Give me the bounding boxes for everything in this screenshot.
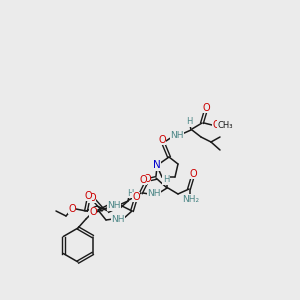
Text: O: O [212, 120, 220, 130]
Text: O: O [132, 192, 140, 202]
Text: O: O [158, 135, 166, 145]
Text: O: O [189, 169, 197, 179]
Text: N: N [153, 160, 161, 170]
Text: NH: NH [147, 190, 161, 199]
Text: O: O [68, 204, 76, 214]
Text: NH₂: NH₂ [182, 194, 200, 203]
Text: NH: NH [170, 130, 184, 140]
Text: O: O [89, 207, 97, 217]
Text: NH: NH [111, 214, 125, 224]
Text: H: H [163, 176, 169, 184]
Text: O: O [202, 103, 210, 113]
Text: NH: NH [107, 202, 121, 211]
Text: O: O [139, 175, 147, 185]
Text: O: O [143, 174, 151, 184]
Text: O: O [84, 191, 92, 201]
Text: H: H [186, 118, 192, 127]
Text: O: O [88, 193, 96, 203]
Text: CH₃: CH₃ [217, 121, 233, 130]
Text: H: H [127, 188, 133, 197]
